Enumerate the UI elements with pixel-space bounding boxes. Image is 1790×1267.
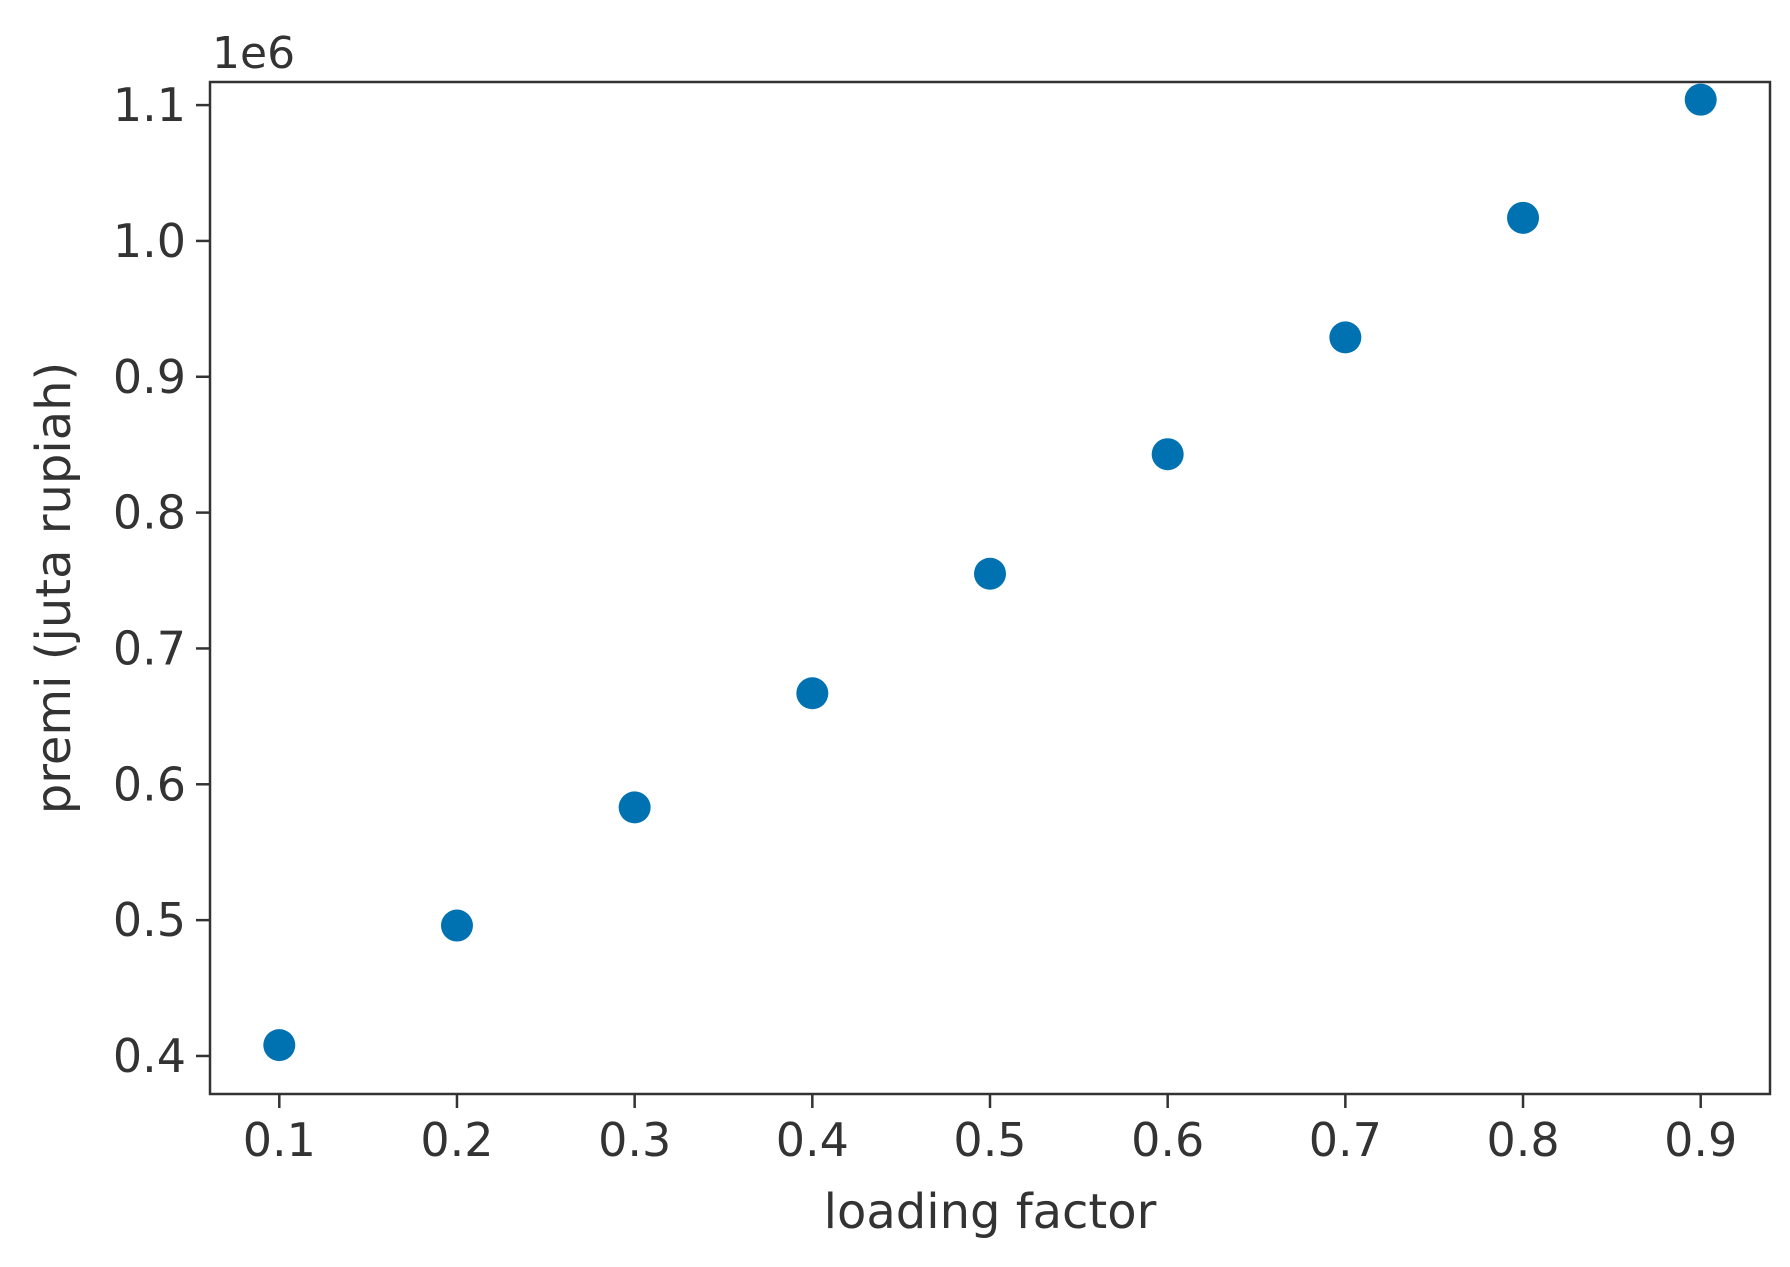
y-axis-ticks: 0.4 0.5 0.6 0.7 0.8 0.9 1.0 1.1 bbox=[113, 78, 210, 1083]
data-point bbox=[974, 557, 1006, 590]
x-tick-label: 0.9 bbox=[1664, 1113, 1737, 1167]
x-axis-ticks: 0.1 0.2 0.3 0.4 0.5 0.6 0.7 0.8 0.9 bbox=[243, 1094, 1737, 1167]
y-tick-label: 0.5 bbox=[113, 893, 186, 947]
data-point bbox=[263, 1029, 296, 1062]
y-tick-label: 0.4 bbox=[113, 1029, 186, 1083]
data-point bbox=[1329, 321, 1362, 354]
x-tick-label: 0.2 bbox=[420, 1113, 493, 1167]
data-point bbox=[1151, 438, 1184, 471]
data-point bbox=[1684, 83, 1717, 116]
x-tick-label: 0.5 bbox=[953, 1113, 1026, 1167]
data-point bbox=[796, 677, 829, 710]
x-tick-label: 0.3 bbox=[598, 1113, 671, 1167]
y-tick-label: 1.1 bbox=[113, 78, 186, 132]
y-axis-label: premi (juta rupiah) bbox=[26, 362, 82, 815]
x-tick-label: 0.8 bbox=[1486, 1113, 1559, 1167]
y-offset-label: 1e6 bbox=[212, 28, 295, 79]
y-tick-label: 0.7 bbox=[113, 621, 186, 675]
y-tick-label: 0.9 bbox=[113, 350, 186, 404]
data-point bbox=[1507, 201, 1540, 234]
y-tick-label: 0.8 bbox=[113, 486, 186, 540]
data-point bbox=[440, 909, 473, 942]
data-points bbox=[263, 83, 1717, 1062]
x-tick-label: 0.4 bbox=[776, 1113, 849, 1167]
y-tick-label: 1.0 bbox=[113, 214, 186, 268]
x-tick-label: 0.1 bbox=[243, 1113, 316, 1167]
data-point bbox=[618, 791, 651, 824]
x-axis-label: loading factor bbox=[824, 1184, 1157, 1240]
x-tick-label: 0.6 bbox=[1131, 1113, 1204, 1167]
x-tick-label: 0.7 bbox=[1309, 1113, 1382, 1167]
y-tick-label: 0.6 bbox=[113, 757, 186, 811]
